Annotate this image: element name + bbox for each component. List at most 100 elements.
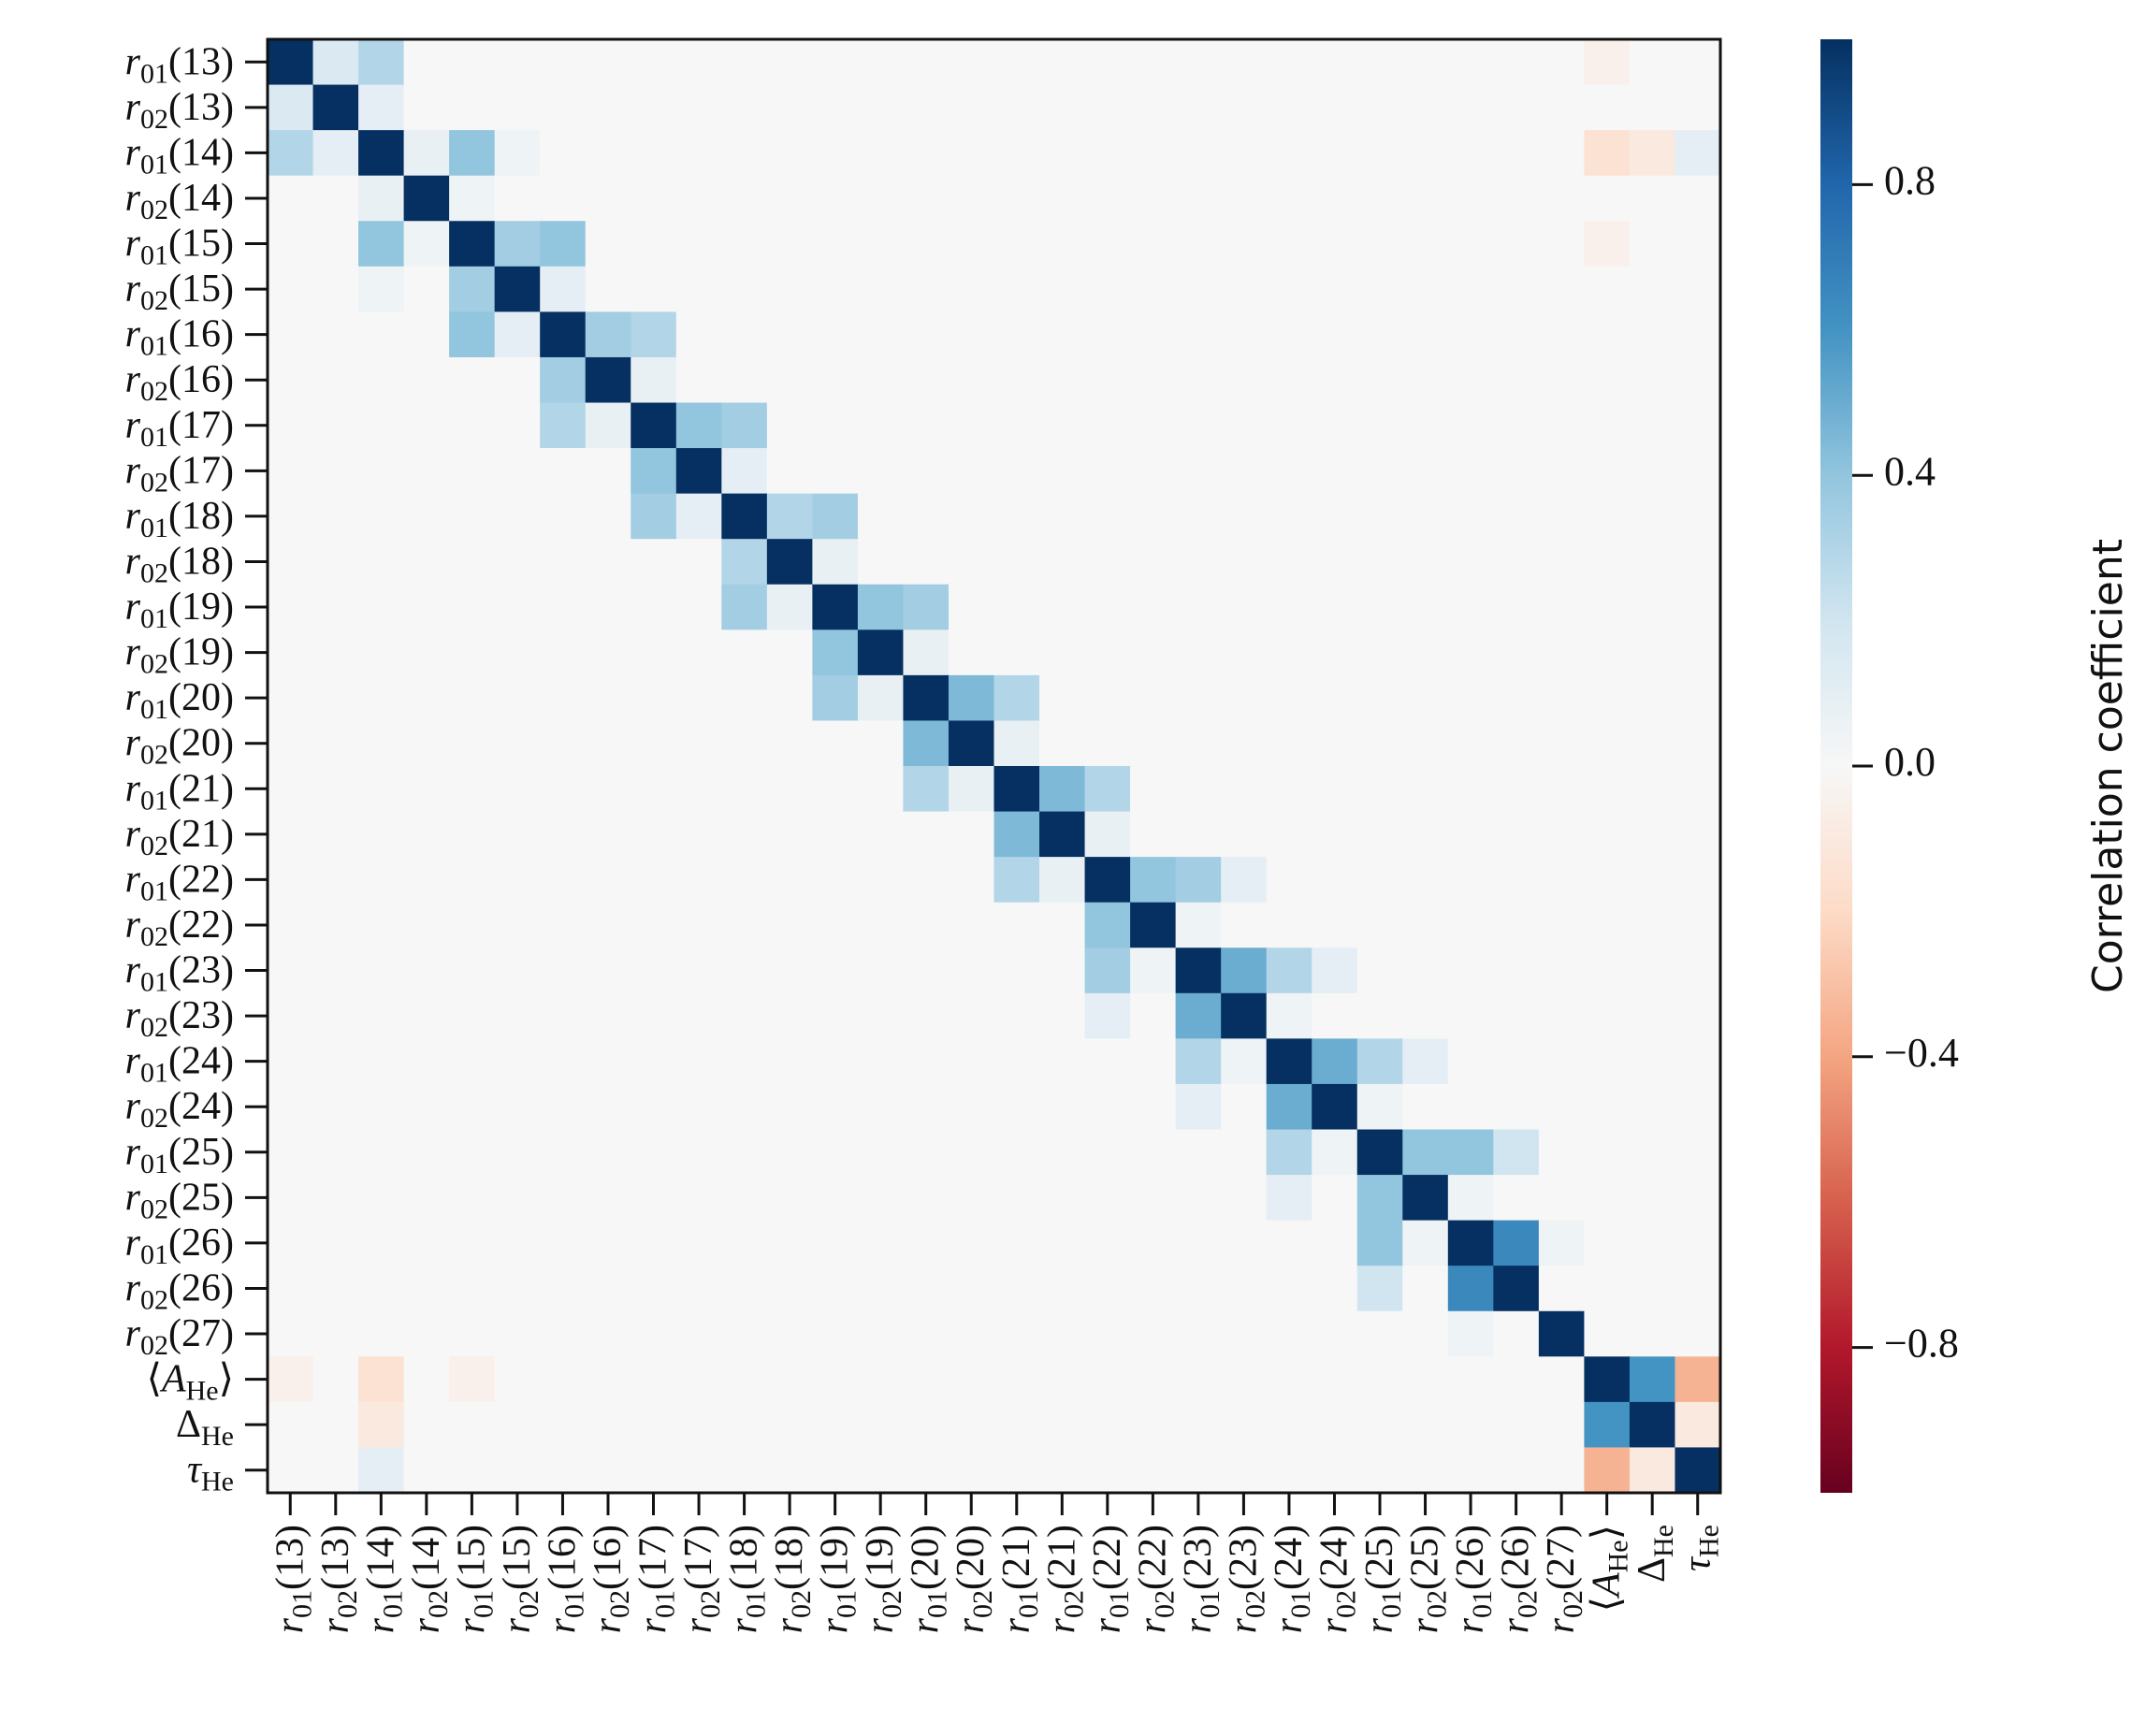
heatmap-cell — [1538, 539, 1586, 586]
heatmap-cell — [903, 1220, 950, 1266]
heatmap-cell — [1221, 130, 1268, 177]
heatmap-cell — [1084, 584, 1131, 630]
heatmap-cell — [585, 720, 631, 767]
heatmap-cell — [585, 1310, 631, 1357]
heatmap-cell — [494, 948, 541, 994]
heatmap-cell — [449, 811, 496, 858]
heatmap-cell — [1447, 584, 1494, 630]
heatmap-cell — [1675, 356, 1721, 404]
heatmap-cell — [721, 221, 768, 268]
heatmap-cell — [1084, 1401, 1131, 1449]
heatmap-cell — [540, 902, 587, 948]
heatmap-cell — [1175, 39, 1222, 86]
heatmap-cell — [494, 1175, 541, 1222]
heatmap-cell — [358, 266, 405, 312]
heatmap-cell — [1493, 1083, 1540, 1131]
heatmap-cell — [903, 1175, 950, 1222]
heatmap-cell — [358, 221, 405, 268]
heatmap-cell — [1175, 1266, 1222, 1312]
heatmap-cell — [312, 1310, 359, 1357]
heatmap-cell — [1175, 674, 1222, 722]
heatmap-cell — [1629, 221, 1676, 268]
y-tick-label: r02(27) — [125, 1312, 234, 1361]
heatmap-cell — [1629, 674, 1676, 722]
y-tick-label: r02(18) — [125, 540, 234, 588]
heatmap-cell — [721, 356, 768, 404]
heatmap-cell — [1675, 992, 1721, 1039]
heatmap-cell — [403, 674, 450, 722]
heatmap-cell — [766, 811, 813, 858]
heatmap-cell — [449, 402, 496, 449]
heatmap-cell — [1584, 402, 1631, 449]
heatmap-cell — [268, 448, 314, 495]
heatmap-cell — [993, 1401, 1040, 1449]
heatmap-cell — [812, 1220, 859, 1266]
heatmap-cell — [585, 857, 631, 904]
heatmap-cell — [675, 130, 722, 177]
heatmap-cell — [721, 811, 768, 858]
heatmap-cell — [312, 311, 359, 358]
heatmap-cell — [903, 584, 950, 630]
heatmap-cell — [766, 1266, 813, 1312]
heatmap-cell — [812, 130, 859, 177]
heatmap-cell — [675, 221, 722, 268]
heatmap-cell — [903, 448, 950, 495]
heatmap-cell — [1356, 402, 1403, 449]
heatmap-cell — [903, 130, 950, 177]
heatmap-cell — [268, 84, 314, 131]
heatmap-cell — [1538, 1356, 1586, 1403]
y-tick-label: r02(23) — [125, 994, 234, 1043]
heatmap-cell — [1312, 1310, 1358, 1357]
heatmap-cell — [1629, 1129, 1676, 1176]
x-tick-label: r02(21) — [1040, 1525, 1089, 1633]
heatmap-cell — [1584, 1356, 1631, 1403]
heatmap-cell — [903, 221, 950, 268]
heatmap-cell — [1447, 448, 1494, 495]
heatmap-cell — [1675, 175, 1721, 222]
heatmap-cell — [1312, 674, 1358, 722]
heatmap-cell — [1584, 857, 1631, 904]
heatmap-cell — [675, 629, 722, 676]
heatmap-cell — [449, 1129, 496, 1176]
heatmap-cell — [1084, 992, 1131, 1039]
heatmap-cell — [1447, 130, 1494, 177]
heatmap-cell — [403, 493, 450, 540]
heatmap-cell — [540, 584, 587, 630]
heatmap-cell — [1221, 1266, 1268, 1312]
heatmap-cell — [494, 766, 541, 813]
heatmap-cell — [1629, 1220, 1676, 1266]
x-tick-label: r02(25) — [1404, 1525, 1453, 1633]
x-tick-label: r02(14) — [405, 1525, 454, 1633]
heatmap-cell — [675, 356, 722, 404]
heatmap-cell — [993, 584, 1040, 630]
heatmap-cell — [948, 902, 995, 948]
heatmap-cell — [1084, 857, 1131, 904]
heatmap-cell — [1221, 402, 1268, 449]
heatmap-cell — [358, 130, 405, 177]
heatmap-cell — [449, 1447, 496, 1494]
heatmap-cell — [812, 1401, 859, 1449]
heatmap-cell — [1675, 1083, 1721, 1131]
heatmap-cell — [1266, 221, 1312, 268]
heatmap-cell — [449, 629, 496, 676]
heatmap-cell — [1221, 857, 1268, 904]
x-tick-label: r02(23) — [1222, 1525, 1270, 1633]
heatmap-cell — [358, 493, 405, 540]
heatmap-cell — [1039, 1038, 1086, 1085]
heatmap-cell — [1675, 674, 1721, 722]
heatmap-cell — [312, 1401, 359, 1449]
heatmap-cell — [903, 902, 950, 948]
heatmap-cell — [857, 266, 905, 312]
heatmap-cell — [1130, 1310, 1177, 1357]
heatmap-cell — [1629, 1175, 1676, 1222]
heatmap-cell — [1584, 356, 1631, 404]
heatmap-cell — [1266, 130, 1312, 177]
heatmap-cell — [1447, 1083, 1494, 1131]
heatmap-cell — [766, 1038, 813, 1085]
heatmap-cell — [1039, 948, 1086, 994]
heatmap-cell — [993, 766, 1040, 813]
heatmap-cell — [1130, 1266, 1177, 1312]
heatmap-cell — [1584, 448, 1631, 495]
heatmap-cell — [631, 356, 677, 404]
heatmap-cell — [1039, 1356, 1086, 1403]
